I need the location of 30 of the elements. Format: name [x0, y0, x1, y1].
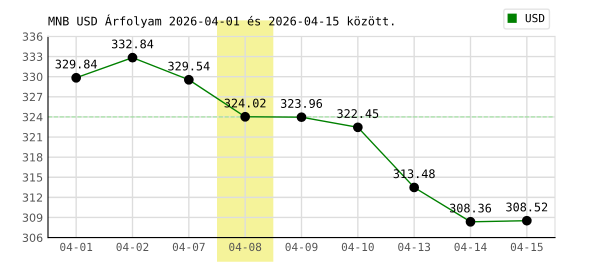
- x-tick-label: 04-13: [398, 242, 430, 252]
- y-tick-label: 327: [22, 92, 42, 102]
- y-tick-label: 306: [22, 234, 42, 242]
- data-label: 308.36: [450, 204, 492, 213]
- x-tick-label: 04-10: [342, 242, 374, 252]
- y-tick-label: 321: [22, 133, 42, 142]
- data-label: 324.02: [224, 98, 266, 108]
- y-tick-label: 315: [22, 173, 42, 182]
- data-label: 329.84: [56, 60, 97, 69]
- y-tick-label: 330: [22, 72, 42, 82]
- y-tick-label: 318: [22, 153, 42, 162]
- data-label: 323.96: [280, 99, 322, 108]
- x-tick-label: 04-07: [172, 242, 205, 252]
- data-label: 332.84: [112, 39, 154, 48]
- data-label: 329.54: [168, 62, 210, 71]
- x-tick-label: 04-15: [510, 242, 543, 252]
- x-tick-label: 04-01: [60, 242, 92, 252]
- y-tick-label: 336: [22, 32, 42, 41]
- chart-title: MNB USD Árfolyam 2026-04-01 és 2026-04-15 között.: [48, 14, 394, 28]
- x-tick-label: 04-09: [286, 242, 318, 252]
- legend-label: USD: [526, 14, 544, 22]
- y-tick-label: 333: [22, 52, 42, 61]
- y-tick-label: 309: [22, 213, 42, 222]
- y-tick-label: 312: [22, 193, 42, 202]
- x-tick-label: 04-08: [229, 242, 262, 252]
- x-tick-label: 04-02: [116, 242, 148, 252]
- x-tick-label: 04-14: [454, 242, 487, 252]
- data-label: 308.52: [506, 202, 548, 212]
- y-tick-label: 324: [22, 112, 43, 122]
- data-label: 322.45: [337, 109, 378, 118]
